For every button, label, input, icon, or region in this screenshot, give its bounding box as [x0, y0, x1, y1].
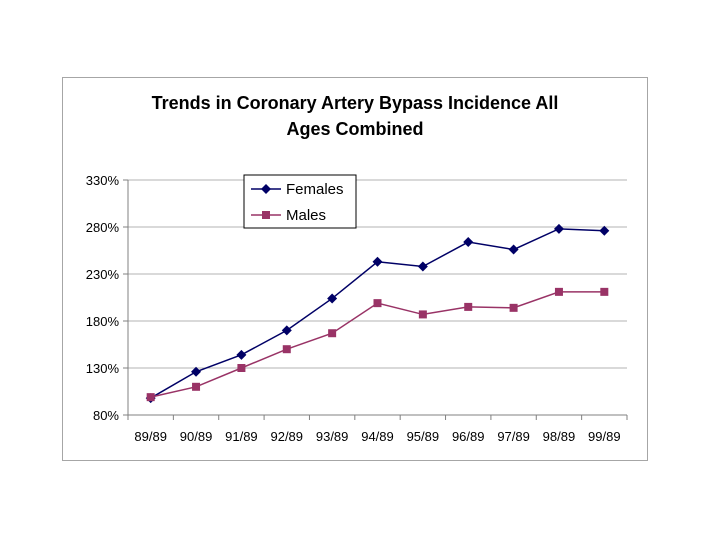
y-tick-label: 180%: [86, 314, 120, 329]
data-point-males: [418, 310, 427, 319]
series: [145, 223, 610, 404]
y-tick-label: 230%: [86, 267, 120, 282]
data-point-females: [281, 325, 292, 336]
y-tick-label: 130%: [86, 361, 120, 376]
data-point-males: [282, 345, 291, 354]
data-point-females: [463, 237, 474, 248]
data-point-males: [328, 329, 337, 338]
series-males: [146, 287, 609, 402]
x-tick-label: 97/89: [497, 429, 530, 444]
x-tick-label: 93/89: [316, 429, 349, 444]
data-point-females: [508, 244, 519, 255]
x-tick-label: 98/89: [543, 429, 576, 444]
axes: 80% 130% 180% 230% 280% 330% 89/89 90/89 91/89 92…: [86, 173, 628, 444]
chart-title-line-2: Ages Combined: [286, 119, 424, 139]
x-tick-label: 92/89: [270, 429, 303, 444]
data-point-males: [192, 382, 201, 391]
x-tick-label: 91/89: [225, 429, 258, 444]
y-tick-label: 330%: [86, 173, 120, 188]
legend-marker-males: [262, 211, 270, 219]
x-tick-label: 96/89: [452, 429, 485, 444]
data-point-females: [372, 256, 383, 267]
data-point-females: [417, 261, 428, 272]
data-point-females: [191, 366, 202, 377]
x-tick-label: 95/89: [407, 429, 440, 444]
chart-title: Trends in Coronary Artery Bypass Inciden…: [62, 90, 648, 142]
data-point-males: [554, 287, 563, 296]
chart-frame: [62, 77, 648, 461]
data-point-males: [373, 299, 382, 308]
data-point-males: [464, 302, 473, 311]
data-point-females: [236, 349, 247, 360]
x-tick-label: 90/89: [180, 429, 213, 444]
x-tick-label: 94/89: [361, 429, 394, 444]
y-tick-label: 80%: [93, 408, 119, 423]
gridlines: [128, 179, 627, 369]
legend-label-males: Males: [286, 207, 326, 224]
data-point-males: [600, 287, 609, 296]
data-point-males: [237, 364, 246, 372]
legend-box: [243, 174, 357, 229]
y-tick-label: 280%: [86, 220, 120, 235]
legend-label-females: Females: [286, 181, 344, 198]
series-line-males: [150, 291, 605, 398]
x-tick-label: 99/89: [588, 429, 621, 444]
x-tick-label: 89/89: [134, 429, 167, 444]
data-point-females: [327, 293, 338, 304]
data-point-females: [599, 225, 610, 236]
series-line-females: [150, 228, 605, 399]
chart-title-line-1: Trends in Coronary Artery Bypass Inciden…: [151, 93, 559, 113]
data-point-males: [509, 303, 518, 312]
legend: Females Males: [243, 174, 357, 229]
data-point-females: [553, 223, 564, 234]
data-point-males: [146, 393, 155, 402]
legend-marker-females: [261, 184, 271, 194]
series-females: [145, 223, 610, 404]
